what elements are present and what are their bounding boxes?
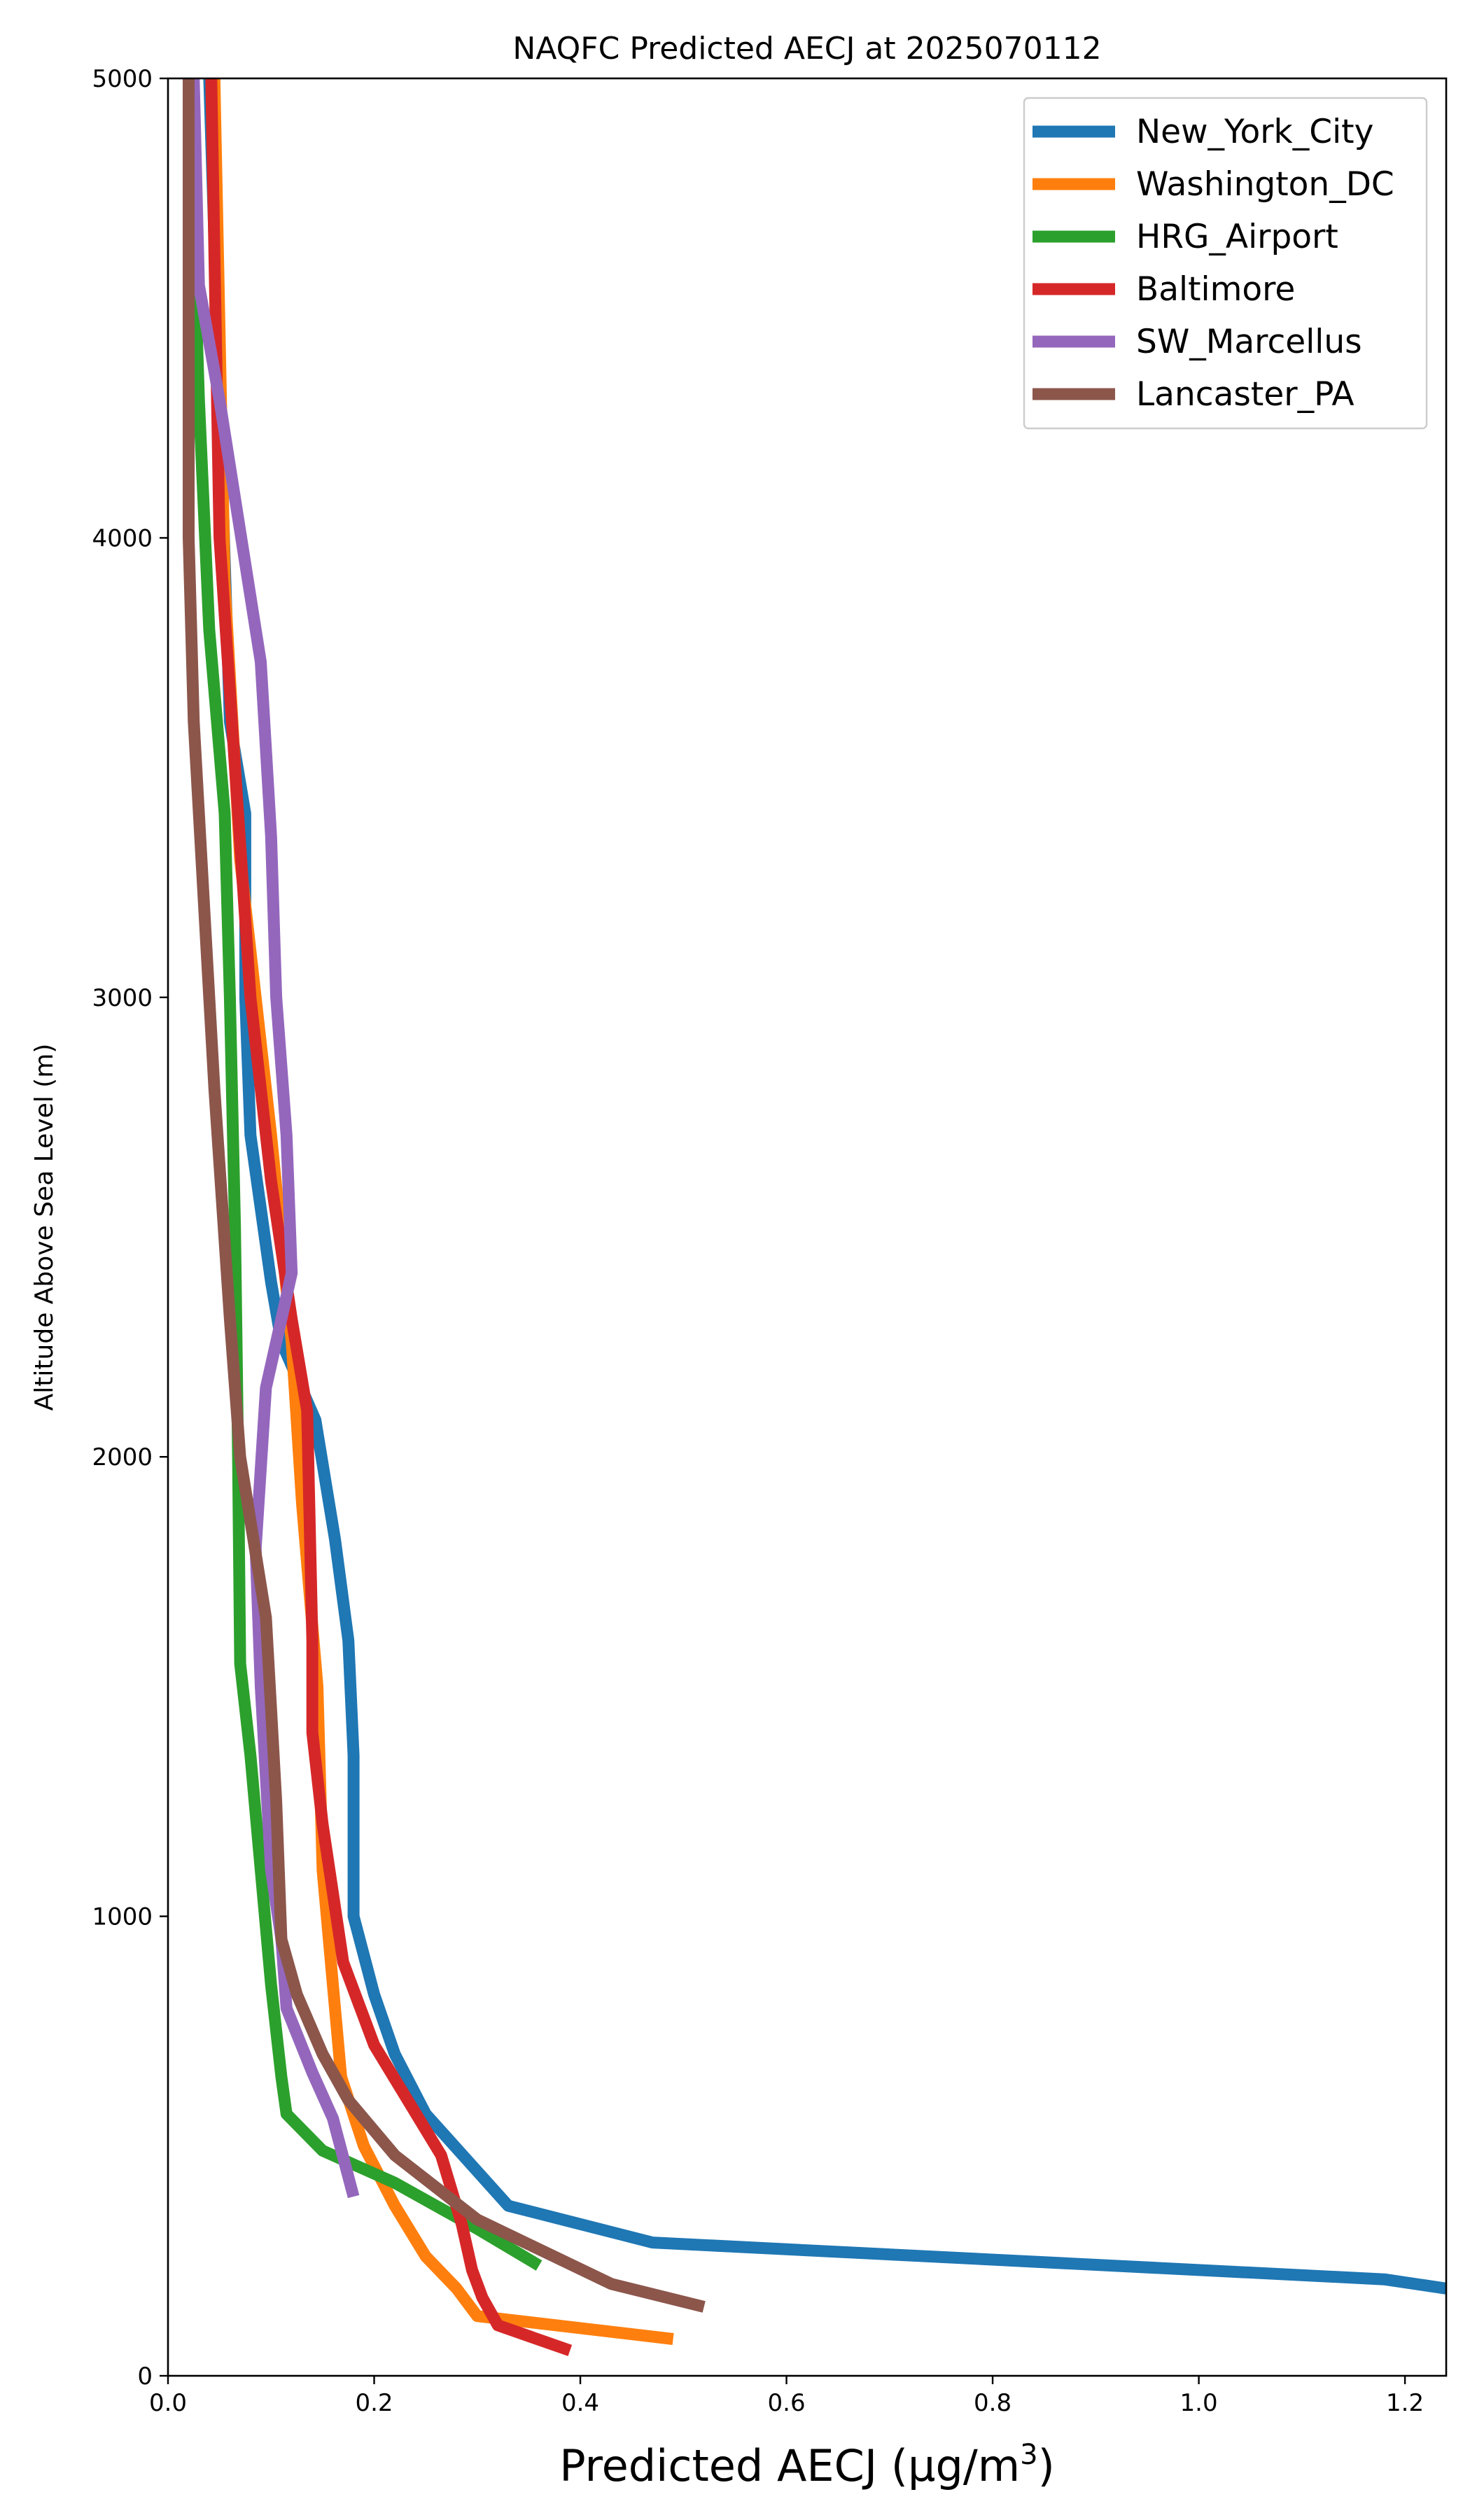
series-line-lancaster-pa: [183, 78, 706, 2313]
x-axis-label-tail: ): [1038, 2440, 1055, 2491]
y-tick-label: 2000: [92, 1443, 153, 1471]
legend-label-baltimore: Baltimore: [1136, 270, 1295, 309]
x-axis-ticks: 0.0 0.2 0.4 0.6 0.8 1.0 1.2: [149, 2376, 1424, 2417]
y-tick-label: 1000: [92, 1903, 153, 1931]
series-line-sw-marcellus: [188, 78, 360, 2199]
y-tick-label: 5000: [92, 65, 153, 93]
y-tick-label: 3000: [92, 984, 153, 1012]
legend-label-hrg-airport: HRG_Airport: [1136, 218, 1338, 256]
legend-label-sw-marcellus: SW_Marcellus: [1136, 323, 1362, 361]
y-tick-label: 0: [137, 2362, 153, 2390]
legend-label-lancaster-pa: Lancaster_PA: [1136, 375, 1354, 414]
x-tick-label: 1.2: [1386, 2389, 1424, 2417]
x-tick-label: 0.4: [561, 2389, 599, 2417]
x-tick-label: 0.0: [149, 2389, 187, 2417]
x-axis-label-superscript: 3: [1020, 2439, 1037, 2471]
y-tick-label: 4000: [92, 524, 153, 552]
legend: New_York_City Washington_DC HRG_Airport Bal…: [1023, 97, 1428, 430]
x-axis-label-main: Predicted AECJ (μg/m: [559, 2440, 1020, 2491]
legend-label-new-york-city: New_York_City: [1136, 113, 1373, 151]
x-tick-label: 1.0: [1180, 2389, 1218, 2417]
x-tick-label: 0.8: [974, 2389, 1011, 2417]
series-layer: [183, 78, 1446, 2356]
legend-box: [1023, 97, 1428, 430]
plot-frame: [167, 77, 1448, 2377]
chart-title: NAQFC Predicted AECJ at 2025070112: [512, 31, 1101, 66]
y-axis-ticks: 0 1000 2000 3000 4000 5000: [92, 65, 168, 2390]
legend-label-washington-dc: Washington_DC: [1136, 165, 1394, 204]
x-tick-label: 0.2: [355, 2389, 393, 2417]
series-line-baltimore: [205, 78, 573, 2356]
y-axis-label: Altitude Above Sea Level (m): [30, 1044, 59, 1411]
x-axis-label: Predicted AECJ (μg/m3): [559, 2439, 1055, 2491]
x-tick-label: 0.6: [768, 2389, 806, 2417]
